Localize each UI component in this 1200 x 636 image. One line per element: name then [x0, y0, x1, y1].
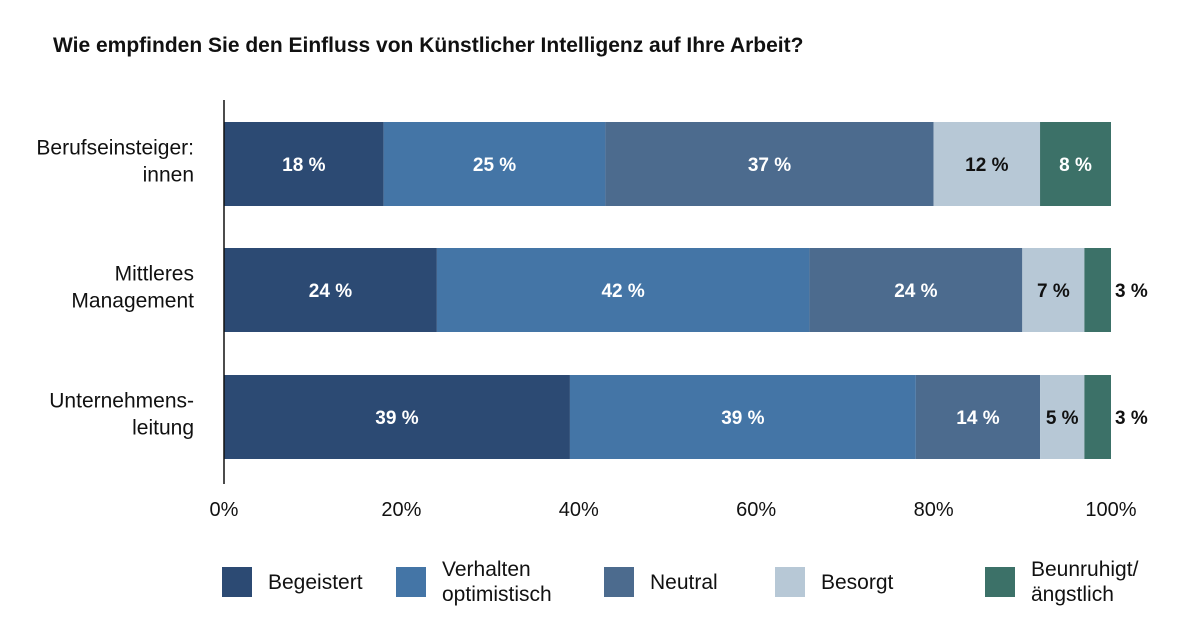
- data-label: 3 %: [1115, 408, 1148, 429]
- data-label: 7 %: [1037, 281, 1070, 302]
- legend-item: Beunruhigt/ ängstlich: [985, 555, 1138, 609]
- data-label: 3 %: [1115, 281, 1148, 302]
- data-label: 42 %: [601, 281, 644, 302]
- legend-swatch: [222, 567, 252, 597]
- data-label: 5 %: [1046, 408, 1079, 429]
- bar-segment: [933, 122, 1041, 206]
- legend-swatch: [396, 567, 426, 597]
- x-tick-label: 80%: [914, 499, 954, 521]
- bar-segment: [224, 248, 437, 332]
- data-label: 37 %: [748, 155, 791, 176]
- category-label: Unternehmens-leitung: [49, 390, 194, 440]
- legend-label: Neutral: [650, 570, 718, 594]
- chart-title: Wie empfinden Sie den Einfluss von Künst…: [53, 34, 804, 57]
- bar-segment: [224, 122, 384, 206]
- legend-swatch: [604, 567, 634, 597]
- bar-segment: [1022, 248, 1085, 332]
- legend-label: Beunruhigt/ ängstlich: [1031, 558, 1139, 606]
- bar-segment: [383, 122, 606, 206]
- bar-segment: [915, 375, 1041, 459]
- legend: Begeistert Verhalten optimistisch Neutral B…: [0, 555, 1200, 615]
- bar-segment: [809, 248, 1023, 332]
- x-tick-label: 60%: [736, 499, 776, 521]
- data-label: 24 %: [309, 281, 352, 302]
- stacked-bar-chart: 18 % 25 % 37 % 12 % 8 % 24 % 42 % 24 % 7 % 3 % 39 …: [36, 100, 1148, 521]
- data-label: 39 %: [375, 408, 418, 429]
- x-tick-label: 0%: [210, 499, 239, 521]
- bar-segment: [1040, 375, 1085, 459]
- data-label: 24 %: [894, 281, 937, 302]
- legend-item: Besorgt: [775, 555, 893, 609]
- data-label: 18 %: [282, 155, 325, 176]
- data-label: 39 %: [721, 408, 764, 429]
- data-label: 25 %: [473, 155, 516, 176]
- bar-segment: [224, 375, 570, 459]
- x-tick-label: 100%: [1085, 499, 1136, 521]
- legend-swatch: [775, 567, 805, 597]
- category-label: Berufseinsteiger: innen: [36, 137, 194, 187]
- legend-swatch: [985, 567, 1015, 597]
- x-tick-label: 20%: [381, 499, 421, 521]
- category-label: Mittleres Management: [71, 263, 194, 313]
- category-labels: Berufseinsteiger: innen Mittleres Managemen…: [36, 137, 194, 440]
- legend-label: Begeistert: [268, 570, 363, 594]
- data-label: 12 %: [965, 155, 1008, 176]
- bar-segment: [605, 122, 934, 206]
- legend-item: Begeistert: [222, 555, 363, 609]
- data-label: 14 %: [956, 408, 999, 429]
- legend-label: Verhalten optimistisch: [442, 558, 552, 606]
- bar-segment: [1084, 248, 1111, 332]
- bar-segment: [569, 375, 916, 459]
- bar-segment: [1040, 122, 1111, 206]
- data-label: 8 %: [1059, 155, 1092, 176]
- bar-segment: [436, 248, 810, 332]
- x-tick-label: 40%: [559, 499, 599, 521]
- bar-segment: [1084, 375, 1111, 459]
- legend-item: Neutral: [604, 555, 718, 609]
- legend-label: Besorgt: [821, 570, 894, 594]
- x-axis-ticks: 0% 20% 40% 60% 80% 100%: [210, 499, 1137, 521]
- legend-item: Verhalten optimistisch: [396, 555, 552, 609]
- bars-group: 18 % 25 % 37 % 12 % 8 % 24 % 42 % 24 % 7 % 3 % 39 …: [224, 122, 1148, 459]
